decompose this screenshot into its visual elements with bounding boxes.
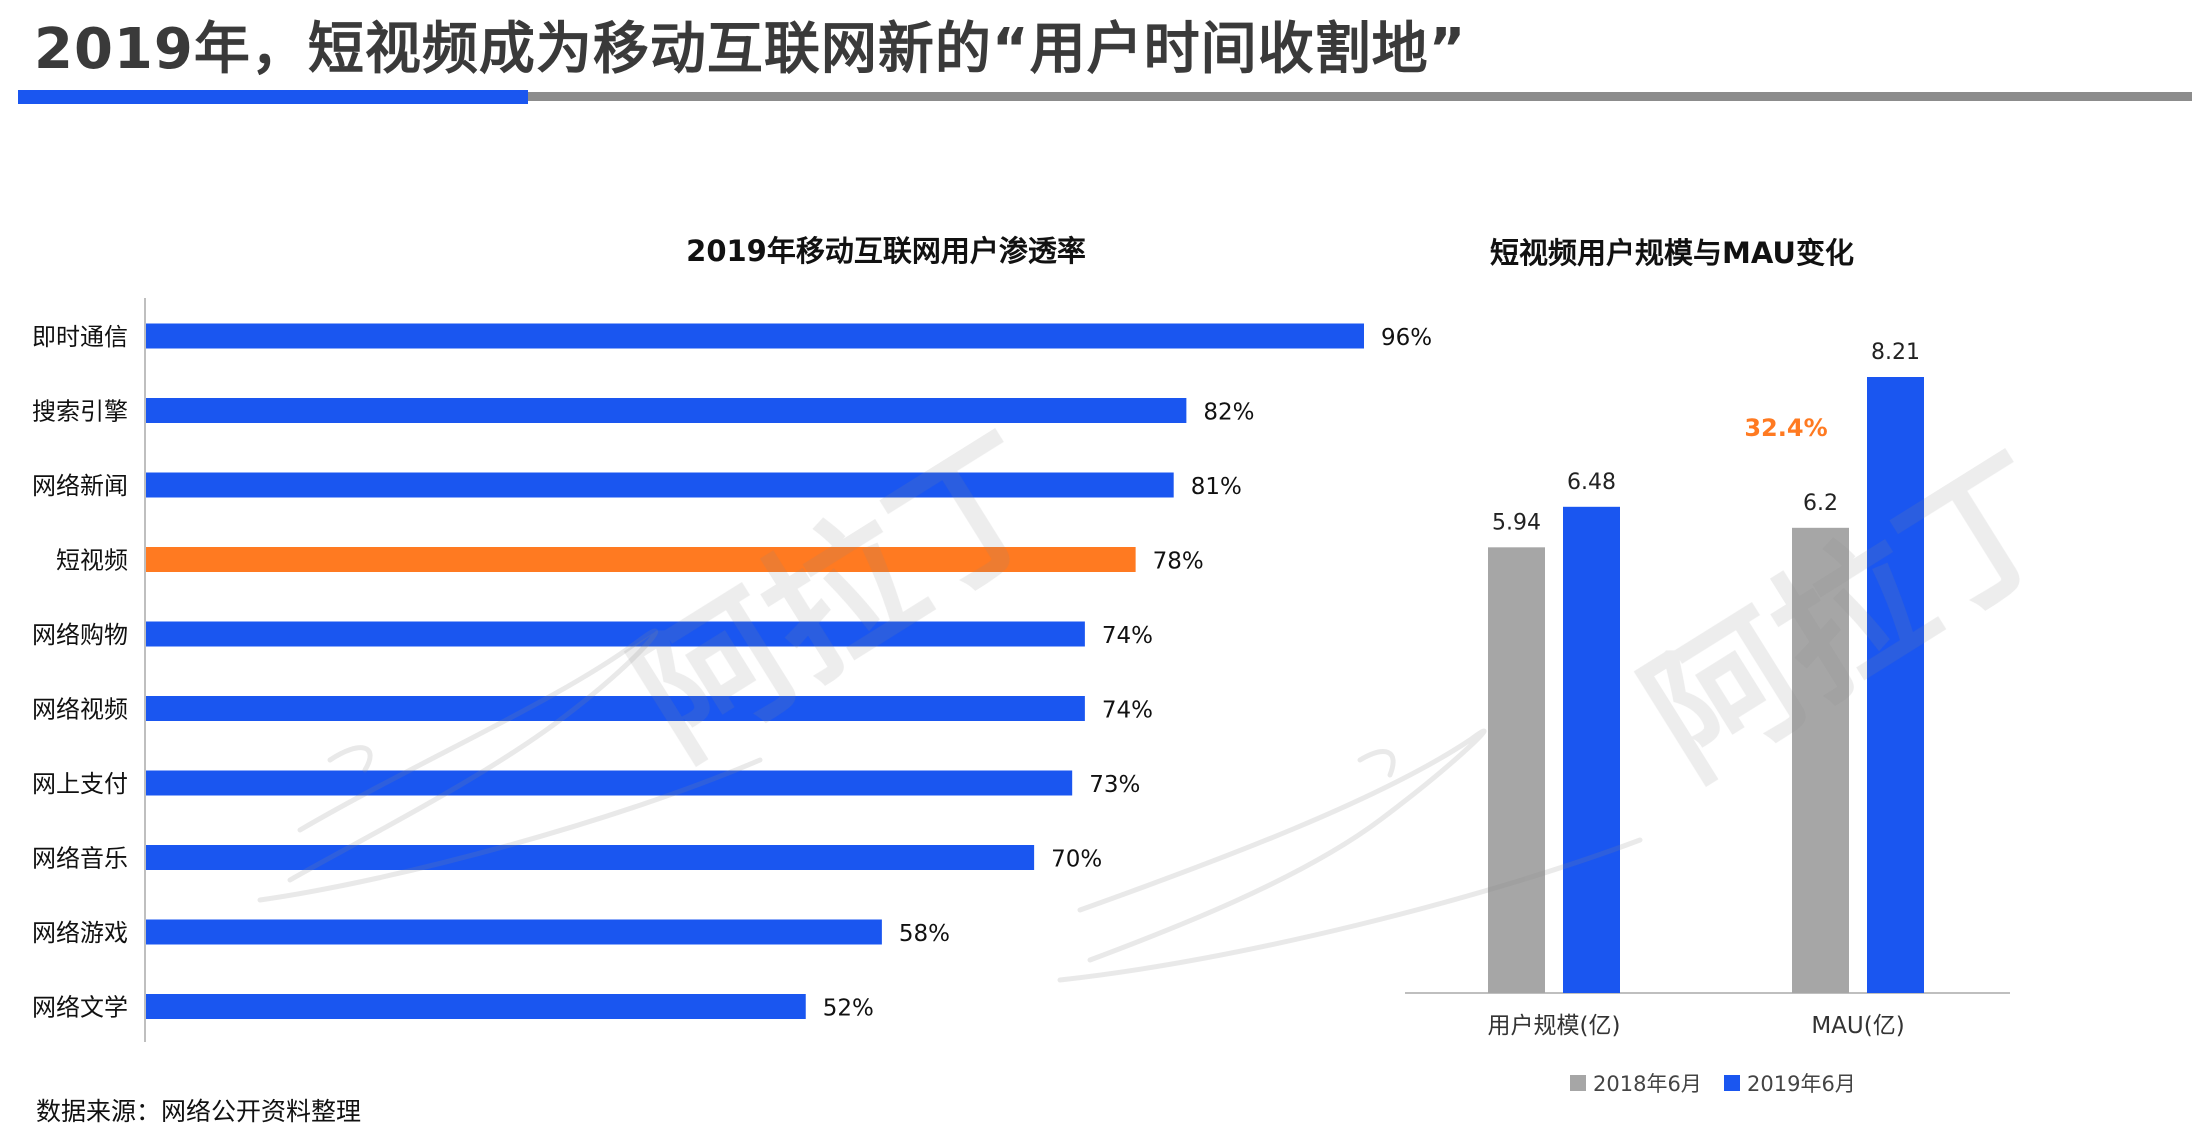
category-label-4: 短视频 (56, 547, 128, 575)
legend-item-2018: 2018年6月 (1570, 1066, 1702, 1100)
title-underline (528, 92, 2192, 101)
data-label-4: 78% (1153, 549, 1204, 575)
legend-swatch-2019 (1724, 1075, 1740, 1091)
source-note: 数据来源：网络公开资料整理 (36, 1097, 362, 1126)
bar-1-series-2 (1563, 506, 1620, 993)
bar-5 (146, 621, 1085, 647)
bar-1-series-1 (1488, 547, 1545, 993)
data-label-7: 73% (1089, 772, 1140, 798)
data-label-2: 82% (1203, 400, 1254, 426)
growth-annotation-1: 32.4% (1744, 414, 1827, 442)
data-label-1-series-2: 6.48 (1567, 470, 1616, 495)
mau-chart-title: 短视频用户规模与MAU变化 (1490, 236, 1854, 270)
page-title: 2019年，短视频成为移动互联网新的“用户时间收割地” (34, 17, 1467, 82)
bar-2-series-2 (1867, 377, 1924, 993)
bar-10 (146, 994, 806, 1019)
category-label-8: 网络音乐 (32, 845, 128, 873)
legend-item-2019: 2019年6月 (1724, 1066, 1856, 1100)
category-label-1: 即时通信 (32, 323, 128, 351)
bar-8 (146, 845, 1035, 870)
legend-label-2019: 2019年6月 (1747, 1072, 1856, 1096)
penetration-chart-title: 2019年移动互联网用户渗透率 (686, 234, 1086, 268)
category-label-6: 网络视频 (32, 696, 128, 724)
legend-label-2018: 2018年6月 (1593, 1072, 1702, 1096)
bar-7 (146, 770, 1073, 796)
data-label-6: 74% (1102, 698, 1153, 724)
legend-swatch-2018 (1570, 1075, 1586, 1091)
data-label-1-series-1: 5.94 (1492, 510, 1541, 535)
bar-9 (146, 919, 882, 945)
category-label-9: 网络游戏 (32, 919, 128, 947)
bar-4 (146, 547, 1136, 572)
mau-chart-legend: 2018年6月 2019年6月 (1570, 1066, 1870, 1100)
category-label-7: 网上支付 (32, 770, 128, 798)
category-label-10: 网络文学 (32, 994, 128, 1022)
data-label-3: 81% (1191, 474, 1242, 500)
bar-6 (146, 696, 1085, 721)
bar-3 (146, 472, 1174, 498)
data-label-2-series-1: 6.2 (1803, 491, 1838, 516)
x-tick-label-1: 用户规模(亿) (1488, 1013, 1621, 1039)
data-label-9: 58% (899, 921, 950, 947)
data-label-8: 70% (1051, 847, 1102, 873)
category-label-5: 网络购物 (32, 621, 128, 649)
title-underline-accent (18, 90, 528, 104)
category-label-3: 网络新闻 (32, 472, 128, 500)
data-label-1: 96% (1381, 325, 1432, 351)
x-tick-label-2: MAU(亿) (1811, 1013, 1904, 1039)
bar-2 (146, 398, 1187, 423)
data-label-5: 74% (1102, 623, 1153, 649)
category-label-2: 搜索引擎 (32, 398, 128, 426)
bar-1 (146, 323, 1364, 349)
data-label-10: 52% (823, 996, 874, 1022)
data-label-2-series-2: 8.21 (1871, 340, 1920, 365)
bar-2-series-1 (1792, 527, 1849, 993)
